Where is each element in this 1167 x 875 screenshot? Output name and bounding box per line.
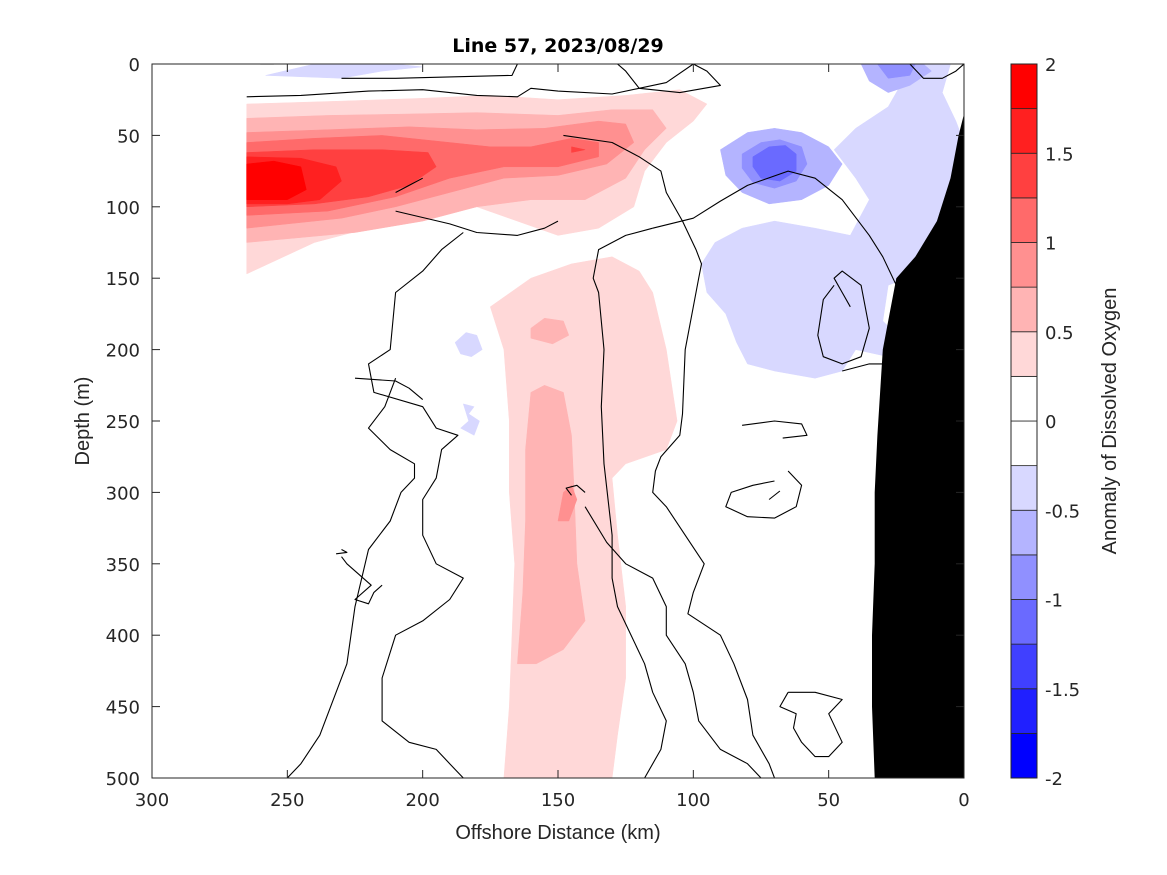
zero-contour-line bbox=[246, 64, 694, 98]
plot-area: 300 250 200 150 100 50 0 050100150200250300350… bbox=[106, 55, 970, 811]
x-tick-label: 300 bbox=[135, 790, 169, 811]
zero-contour-line bbox=[779, 691, 843, 758]
colorbar-tick-label: 0.5 bbox=[1045, 323, 1074, 344]
colorbar-swatch bbox=[1010, 375, 1038, 422]
colorbar-frame bbox=[1010, 63, 1038, 779]
zero-contour-line bbox=[563, 134, 776, 778]
colorbar-swatch bbox=[1010, 63, 1038, 110]
contour-fill-level-1p75 bbox=[246, 160, 307, 200]
contour-fill-level-neg0p25 bbox=[460, 403, 480, 436]
colorbar-tick-label: 1.5 bbox=[1045, 144, 1074, 165]
colorbar-tick-label: -2 bbox=[1045, 769, 1063, 790]
x-tick-label: 100 bbox=[676, 790, 710, 811]
colorbar-swatch bbox=[1010, 688, 1038, 734]
seafloor-bathymetry bbox=[872, 114, 964, 778]
zero-contour-line bbox=[341, 64, 518, 79]
colorbar-tick-label: 1 bbox=[1045, 234, 1056, 255]
colorbar-tick-label: 2 bbox=[1045, 55, 1056, 76]
zero-contour-line bbox=[286, 378, 416, 778]
x-tick-label: 200 bbox=[405, 790, 439, 811]
colorbar-swatch bbox=[1010, 643, 1038, 690]
colorbar: 2 1.5 1 0.5 0 -0.5 -1 -1.5 -2 bbox=[1010, 55, 1080, 790]
contour-fill-level-1p25 bbox=[571, 146, 586, 153]
y-tick-label: 0 bbox=[129, 55, 140, 76]
colorbar-swatch bbox=[1010, 108, 1038, 154]
colorbar-swatch bbox=[1010, 331, 1038, 377]
y-tick-label: 400 bbox=[106, 626, 140, 647]
y-tick-label: 450 bbox=[106, 698, 140, 719]
colorbar-label: Anomaly of Dissolved Oxygen bbox=[1099, 288, 1121, 555]
x-tick-label: 50 bbox=[817, 790, 840, 811]
y-tick-label: 200 bbox=[106, 341, 140, 362]
bathymetry bbox=[872, 114, 964, 778]
zero-contour-line bbox=[617, 64, 721, 94]
zero-contour-line bbox=[584, 506, 762, 778]
colorbar-swatch bbox=[1010, 197, 1038, 243]
contour-fill-level-neg0p75 bbox=[877, 64, 916, 79]
chart-title: Line 57, 2023/08/29 bbox=[452, 35, 664, 57]
colorbar-swatch bbox=[1010, 152, 1038, 199]
y-tick-label: 50 bbox=[117, 126, 140, 147]
y-tick-label: 300 bbox=[106, 483, 140, 504]
x-tick-label: 0 bbox=[958, 790, 969, 811]
colorbar-swatch bbox=[1010, 286, 1038, 333]
y-tick-label: 250 bbox=[106, 412, 140, 433]
zero-contour-line bbox=[341, 556, 383, 605]
x-tick-label: 150 bbox=[541, 790, 575, 811]
y-tick-label: 500 bbox=[106, 769, 140, 790]
y-tick-label: 350 bbox=[106, 555, 140, 576]
colorbar-swatch bbox=[1010, 420, 1038, 467]
colorbar-tick-label: -0.5 bbox=[1045, 501, 1080, 522]
colorbar-swatch bbox=[1010, 509, 1038, 556]
y-axis-label: Depth (m) bbox=[72, 377, 94, 466]
colorbar-swatch bbox=[1010, 599, 1038, 645]
y-tick-label: 150 bbox=[106, 269, 140, 290]
colorbar-swatch bbox=[1010, 465, 1038, 511]
zero-contour-line bbox=[565, 484, 586, 496]
zero-contour-line bbox=[354, 377, 424, 401]
contour-fill-level-neg0p25 bbox=[265, 64, 423, 79]
zero-contour-line bbox=[909, 64, 964, 79]
contour-fill-level-0p5 bbox=[530, 317, 570, 345]
contour-fill-level-0p5 bbox=[517, 385, 586, 665]
y-tick-label: 100 bbox=[106, 198, 140, 219]
zero-contour-line bbox=[592, 227, 667, 778]
y-axis-ticks: 0 50 100 150 200 250 300 350 400 450 500 bbox=[106, 55, 964, 790]
zero-contour-line bbox=[725, 470, 803, 519]
zero-contour-line bbox=[336, 549, 348, 555]
colorbar-swatch bbox=[1010, 732, 1038, 779]
contour-fill-level-neg0p25 bbox=[454, 332, 483, 357]
colorbar-tick-label: -1.5 bbox=[1045, 680, 1080, 701]
x-axis-label: Offshore Distance (km) bbox=[455, 822, 660, 844]
zero-contour-line bbox=[395, 177, 423, 193]
contour-fills bbox=[246, 64, 964, 778]
colorbar-tick-label: 0 bbox=[1045, 412, 1056, 433]
x-tick-label: 250 bbox=[270, 790, 304, 811]
zero-contour-line bbox=[395, 210, 559, 236]
colorbar-swatch bbox=[1010, 554, 1038, 600]
contour-fill-level-0p75 bbox=[557, 485, 578, 522]
x-axis-ticks: 300 250 200 150 100 50 0 bbox=[135, 64, 970, 811]
zero-contour-line bbox=[367, 232, 464, 778]
contour-fill-level-neg0p5 bbox=[860, 64, 932, 93]
contour-fill-level-neg0p25 bbox=[701, 64, 964, 379]
zero-contour-line bbox=[742, 420, 808, 439]
zero-contour-line bbox=[768, 490, 781, 500]
colorbar-swatch bbox=[1010, 242, 1038, 288]
zero-contour-line bbox=[817, 270, 870, 365]
colorbar-tick-label: -1 bbox=[1045, 591, 1063, 612]
